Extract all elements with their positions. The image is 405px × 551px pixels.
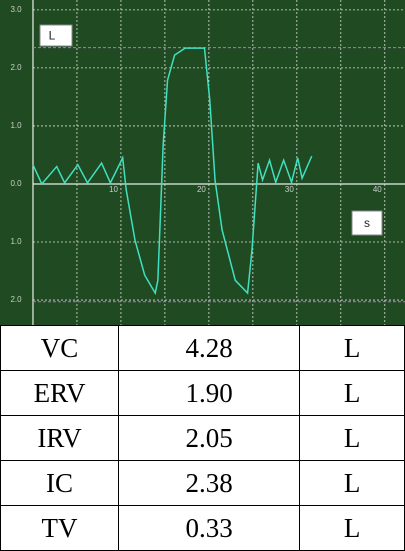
table-row: TV 0.33 L bbox=[0, 505, 405, 551]
y-tick-label: 3.0 bbox=[10, 5, 22, 14]
table-row: ERV 1.90 L bbox=[0, 370, 405, 416]
table-row: IRV 2.05 L bbox=[0, 415, 405, 461]
annotation: s bbox=[364, 216, 370, 230]
value: 1.90 bbox=[118, 370, 301, 416]
value: 2.38 bbox=[118, 460, 301, 506]
parameter: IRV bbox=[0, 415, 120, 461]
unit: L bbox=[299, 505, 405, 551]
results-table: VC 4.28 L ERV 1.90 L IRV 2.05 L IC 2.38 L TV 0.33 L bbox=[0, 325, 405, 551]
x-tick-label: 20 bbox=[197, 185, 206, 194]
unit: L bbox=[299, 370, 405, 416]
unit: L bbox=[299, 325, 405, 371]
y-tick-label: 2.0 bbox=[10, 295, 22, 304]
y-tick-label: 1.0 bbox=[10, 237, 22, 246]
x-tick-label: 40 bbox=[373, 185, 382, 194]
x-tick-label: 30 bbox=[285, 185, 294, 194]
y-tick-label: 2.0 bbox=[10, 63, 22, 72]
y-tick-label: 1.0 bbox=[10, 121, 22, 130]
table-row: VC 4.28 L bbox=[0, 325, 405, 371]
annotation-box bbox=[351, 210, 383, 236]
value: 0.33 bbox=[118, 505, 301, 551]
unit: L bbox=[299, 460, 405, 506]
annotation-box bbox=[39, 24, 73, 47]
unit: L bbox=[299, 415, 405, 461]
value: 4.28 bbox=[118, 325, 301, 371]
value: 2.05 bbox=[118, 415, 301, 461]
plot-background bbox=[0, 0, 405, 325]
table-row: IC 2.38 L bbox=[0, 460, 405, 506]
x-tick-label: 10 bbox=[109, 185, 118, 194]
parameter: ERV bbox=[0, 370, 120, 416]
y-tick-label: 0.0 bbox=[10, 179, 22, 188]
flow-volume-line bbox=[32, 47, 313, 296]
parameter: VC bbox=[0, 325, 120, 371]
annotation: L bbox=[49, 29, 56, 43]
parameter: TV bbox=[0, 505, 120, 551]
parameter: IC bbox=[0, 460, 120, 506]
chart: 10 20 30 40 2.0 1.0 0.0 1.0 2.0 3.0 Ls bbox=[0, 0, 405, 325]
